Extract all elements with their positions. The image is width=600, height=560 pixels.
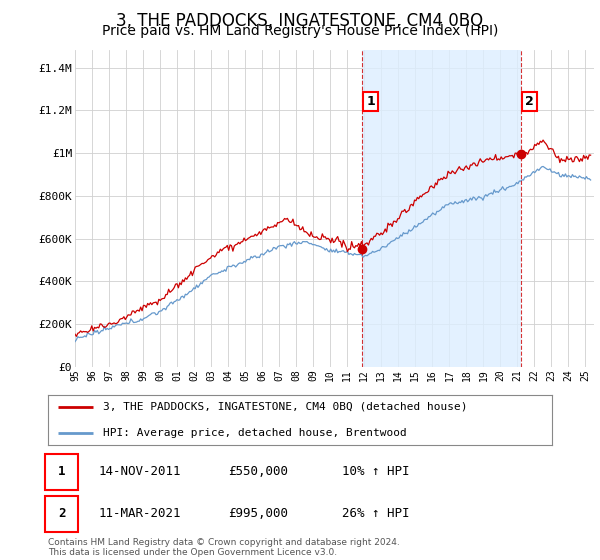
Text: 26% ↑ HPI: 26% ↑ HPI (342, 507, 409, 520)
Text: 2: 2 (58, 507, 65, 520)
Text: 11-MAR-2021: 11-MAR-2021 (99, 507, 182, 520)
Text: 10% ↑ HPI: 10% ↑ HPI (342, 465, 409, 478)
Text: 3, THE PADDOCKS, INGATESTONE, CM4 0BQ: 3, THE PADDOCKS, INGATESTONE, CM4 0BQ (116, 12, 484, 30)
Text: 1: 1 (367, 95, 375, 108)
Text: Contains HM Land Registry data © Crown copyright and database right 2024.
This d: Contains HM Land Registry data © Crown c… (48, 538, 400, 557)
Text: 14-NOV-2011: 14-NOV-2011 (99, 465, 182, 478)
Text: £995,000: £995,000 (228, 507, 288, 520)
Bar (362, 50, 521, 367)
Text: 1: 1 (58, 465, 65, 478)
Text: 3, THE PADDOCKS, INGATESTONE, CM4 0BQ (detached house): 3, THE PADDOCKS, INGATESTONE, CM4 0BQ (d… (103, 402, 468, 412)
Text: £550,000: £550,000 (228, 465, 288, 478)
Text: 2: 2 (525, 95, 533, 108)
Text: Price paid vs. HM Land Registry's House Price Index (HPI): Price paid vs. HM Land Registry's House … (102, 24, 498, 38)
Text: HPI: Average price, detached house, Brentwood: HPI: Average price, detached house, Bren… (103, 428, 407, 438)
